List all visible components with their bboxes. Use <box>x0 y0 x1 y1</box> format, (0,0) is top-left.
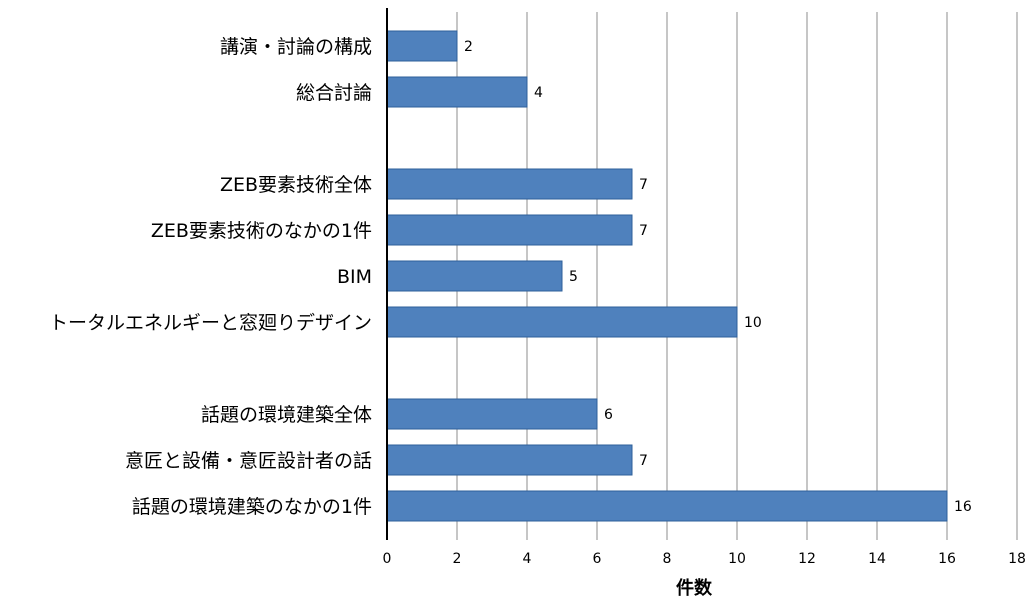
data-label: 2 <box>464 39 473 55</box>
category-label: BIM <box>337 266 372 288</box>
data-label: 6 <box>604 407 613 423</box>
bar <box>386 306 738 338</box>
x-tick-label: 8 <box>663 551 672 567</box>
x-axis-title: 件数 <box>676 577 713 599</box>
bar <box>386 490 948 522</box>
data-label: 16 <box>954 499 972 515</box>
x-tick-label: 2 <box>453 551 462 567</box>
x-tick-label: 14 <box>868 551 886 567</box>
x-tick-label: 6 <box>593 551 602 567</box>
bar <box>386 76 528 108</box>
category-label: 意匠と設備・意匠設計者の話 <box>125 450 372 472</box>
data-label: 4 <box>534 85 543 101</box>
x-tick-labels: 0 2 4 6 8 10 12 14 16 18 <box>383 551 1026 567</box>
x-tick-label: 18 <box>1008 551 1026 567</box>
x-tick-label: 4 <box>523 551 532 567</box>
category-label: 話題の環境建築のなかの1件 <box>132 496 372 518</box>
x-tick-label: 0 <box>383 551 392 567</box>
x-tick-label: 16 <box>938 551 956 567</box>
x-tick-label: 12 <box>798 551 816 567</box>
data-label: 10 <box>744 315 762 331</box>
bar <box>386 168 633 200</box>
category-label: 総合討論 <box>296 82 372 104</box>
bar <box>386 260 563 292</box>
x-tick-label: 10 <box>728 551 746 567</box>
bars: 2 4 7 7 5 10 6 7 16 <box>386 30 972 522</box>
data-label: 5 <box>569 269 578 285</box>
category-label: ZEB要素技術全体 <box>220 174 372 196</box>
category-label: トータルエネルギーと窓廻りデザイン <box>49 312 372 334</box>
bar <box>386 444 633 476</box>
category-label: 話題の環境建築全体 <box>201 404 372 426</box>
bar <box>386 30 458 62</box>
data-label: 7 <box>639 453 648 469</box>
bar <box>386 214 633 246</box>
category-label: ZEB要素技術のなかの1件 <box>151 220 372 242</box>
data-label: 7 <box>639 223 648 239</box>
data-label: 7 <box>639 177 648 193</box>
bar <box>386 398 598 430</box>
category-label: 講演・討論の構成 <box>220 36 372 58</box>
